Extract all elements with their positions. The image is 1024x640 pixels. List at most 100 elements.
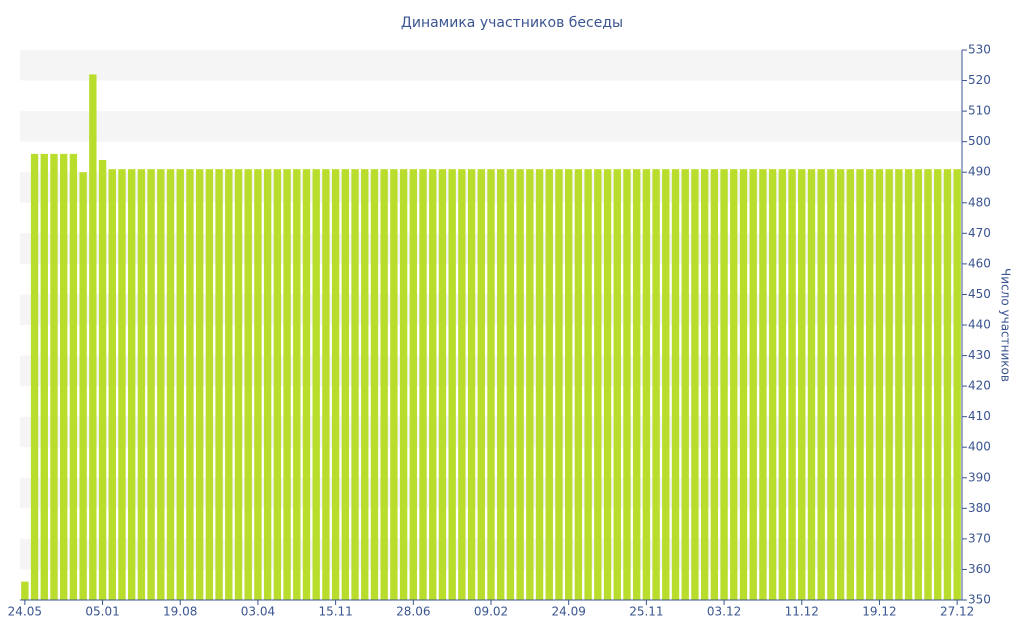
x-tick-label: 09.02	[474, 605, 508, 619]
bar	[273, 169, 282, 600]
bar	[545, 169, 553, 600]
bar	[322, 169, 330, 600]
y-tick-label: 510	[968, 104, 991, 118]
bar	[632, 169, 641, 600]
bar	[574, 169, 583, 600]
bar	[856, 169, 864, 600]
bar	[691, 169, 699, 600]
bar	[215, 169, 223, 600]
bar	[565, 169, 573, 600]
bar	[69, 153, 78, 600]
bar	[720, 169, 728, 600]
bar	[60, 153, 68, 600]
bar	[176, 169, 184, 600]
bar	[283, 169, 291, 600]
bar	[186, 169, 194, 600]
bar	[438, 169, 447, 600]
y-tick-label: 420	[968, 379, 991, 393]
bar	[768, 169, 777, 600]
bar	[642, 169, 651, 600]
chart-title: Динамика участников беседы	[401, 15, 623, 31]
bar	[914, 169, 922, 600]
bar	[98, 160, 107, 600]
bar	[516, 169, 524, 600]
bar	[807, 169, 816, 600]
x-tick-label: 27.12	[940, 605, 974, 619]
bar	[409, 169, 417, 600]
bar	[127, 169, 136, 600]
x-tick-label: 15.11	[318, 605, 352, 619]
x-tick-label: 03.12	[707, 605, 741, 619]
bar	[594, 169, 602, 600]
bar	[477, 169, 485, 600]
bar	[118, 169, 126, 600]
bar	[79, 172, 87, 600]
bar	[671, 169, 680, 600]
bar	[904, 169, 913, 600]
bar	[419, 169, 427, 600]
bar	[778, 169, 787, 600]
grid-band	[20, 50, 962, 81]
y-tick-label: 370	[968, 531, 991, 545]
y-tick-label: 350	[968, 593, 991, 607]
bar	[497, 169, 505, 600]
y-tick-label: 400	[968, 440, 991, 454]
bar	[885, 169, 893, 600]
bar	[361, 169, 369, 600]
bar	[739, 169, 748, 600]
bar	[895, 169, 903, 600]
bar	[225, 169, 233, 600]
bar	[555, 169, 563, 600]
y-tick-label: 450	[968, 287, 991, 301]
bar	[487, 169, 495, 600]
y-tick-label: 530	[968, 43, 991, 57]
y-tick-label: 430	[968, 348, 991, 362]
y-tick-label: 360	[968, 562, 991, 576]
bar	[875, 169, 884, 600]
bar	[399, 169, 408, 600]
x-tick-label: 03.04	[241, 605, 275, 619]
bar	[351, 169, 359, 600]
x-tick-label: 19.08	[163, 605, 197, 619]
bar	[866, 169, 874, 600]
bar	[467, 169, 476, 600]
y-tick-label: 410	[968, 409, 991, 423]
grid-band	[20, 111, 962, 142]
bar	[953, 169, 961, 600]
x-tick-label: 05.01	[85, 605, 119, 619]
bar	[30, 153, 39, 600]
bar	[166, 169, 175, 600]
bar	[749, 169, 757, 600]
bar	[89, 74, 97, 600]
bar	[254, 169, 262, 600]
bar	[700, 169, 709, 600]
y-tick-label: 390	[968, 470, 991, 484]
bar	[506, 169, 515, 600]
bar	[798, 169, 806, 600]
bar	[943, 169, 952, 600]
bar	[584, 169, 592, 600]
bar	[836, 169, 845, 600]
bar	[137, 169, 146, 600]
bar	[390, 169, 398, 600]
x-tick-label: 11.12	[785, 605, 819, 619]
y-tick-label: 440	[968, 318, 991, 332]
bar	[157, 169, 165, 600]
x-tick-label: 24.05	[8, 605, 42, 619]
bar	[603, 169, 612, 600]
y-axis-label: Число участников	[999, 268, 1013, 382]
bar	[710, 169, 719, 600]
bar	[535, 169, 544, 600]
x-tick-label: 28.06	[396, 605, 430, 619]
bar	[370, 169, 379, 600]
bar	[526, 169, 534, 600]
x-tick-label: 19.12	[862, 605, 896, 619]
bar	[429, 169, 437, 600]
bar	[448, 169, 456, 600]
bar	[730, 169, 738, 600]
x-tick-label: 24.09	[552, 605, 586, 619]
bar	[846, 169, 855, 600]
bar	[50, 153, 58, 600]
y-tick-label: 520	[968, 73, 991, 87]
